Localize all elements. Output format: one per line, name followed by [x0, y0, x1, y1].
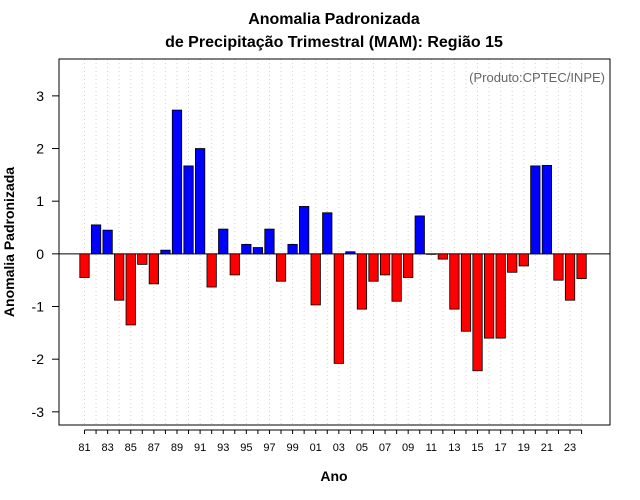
source-annotation: (Produto:CPTEC/INPE): [469, 70, 605, 85]
x-tick-label: 85: [125, 442, 137, 454]
y-axis-label: Anomalia Padronizada: [1, 167, 17, 317]
x-tick-label: 17: [495, 442, 507, 454]
bar-23: [564, 253, 576, 301]
bar-11: [426, 253, 437, 255]
x-tick-label: 83: [101, 442, 113, 454]
bar-06: [368, 253, 379, 282]
bar-94: [229, 253, 240, 276]
bar-82: [90, 224, 102, 255]
bar-14: [460, 253, 472, 332]
y-tick-label: -1: [32, 299, 45, 315]
x-tick-label: 13: [448, 442, 460, 454]
x-axis: 81 83 85 87 89 91 93 95 97 99 01 03 05 07 09 11 13 15 17 19…: [78, 429, 583, 454]
x-tick-label: 01: [310, 442, 322, 454]
x-tick-label: 93: [217, 442, 229, 454]
grid-lines: [84, 59, 583, 425]
y-tick-label: 2: [36, 141, 44, 157]
bar-95: [241, 243, 252, 255]
bar-18: [507, 253, 518, 273]
bar-24: [576, 253, 587, 280]
bar-22: [553, 253, 564, 281]
x-tick-label: 95: [240, 442, 252, 454]
x-tick-label: 05: [356, 442, 368, 454]
bar-98: [275, 253, 287, 282]
x-tick-label: 11: [426, 442, 437, 454]
bar-10: [414, 215, 425, 255]
bar-05: [356, 253, 368, 310]
bar-01: [310, 253, 321, 306]
bar-89: [171, 109, 183, 255]
bars: [79, 109, 587, 372]
bar-03: [333, 253, 344, 364]
bar-96: [252, 247, 263, 255]
bar-16: [483, 253, 495, 339]
bar-90: [183, 165, 194, 255]
chart-subtitle: de Precipitação Trimestral (MAM): Região…: [165, 34, 503, 51]
bar-92: [206, 253, 217, 288]
y-axis: -3 -2 -1 0 1 2 3: [32, 88, 60, 420]
bar-86: [137, 253, 148, 265]
x-tick-label: 91: [194, 442, 206, 454]
x-tick-label: 09: [402, 442, 414, 454]
bar-13: [449, 253, 460, 310]
bar-97: [264, 228, 275, 255]
bar-20: [530, 165, 541, 255]
x-tick-label: 03: [333, 442, 345, 454]
bar-99: [287, 243, 298, 255]
bar-04: [345, 251, 356, 255]
bar-17: [495, 253, 506, 339]
x-tick-label: 99: [286, 442, 298, 454]
chart-title: Anomalia Padronizada: [248, 11, 420, 28]
bar-84: [114, 253, 125, 301]
bar-15: [472, 253, 483, 372]
bar-00: [299, 206, 310, 255]
y-tick-label: -2: [32, 351, 45, 367]
x-tick-label: 23: [564, 442, 576, 454]
y-tick-label: 0: [36, 246, 44, 262]
bar-09: [403, 253, 414, 278]
x-tick-label: 81: [78, 442, 90, 454]
x-tick-label: 87: [148, 442, 160, 454]
bar-85: [125, 253, 136, 326]
bar-93: [218, 228, 229, 255]
bar-12: [437, 253, 448, 260]
x-tick-label: 97: [263, 442, 275, 454]
bar-07: [379, 253, 391, 276]
x-axis-label: Ano: [320, 468, 347, 484]
y-tick-label: -3: [32, 404, 45, 420]
bar-87: [148, 253, 159, 285]
x-tick-label: 21: [541, 442, 553, 454]
bar-21: [541, 164, 553, 255]
bar-81: [79, 253, 90, 278]
bar-91: [194, 148, 206, 255]
bar-19: [518, 253, 529, 267]
x-tick-label: 19: [518, 442, 530, 454]
y-tick-label: 1: [36, 193, 44, 209]
y-tick-label: 3: [36, 88, 44, 104]
bar-08: [391, 253, 402, 302]
bar-02: [322, 212, 333, 255]
bar-88: [160, 249, 171, 255]
x-tick-label: 07: [379, 442, 391, 454]
x-tick-label: 15: [471, 442, 483, 454]
bar-83: [102, 229, 113, 255]
x-tick-label: 89: [171, 442, 183, 454]
